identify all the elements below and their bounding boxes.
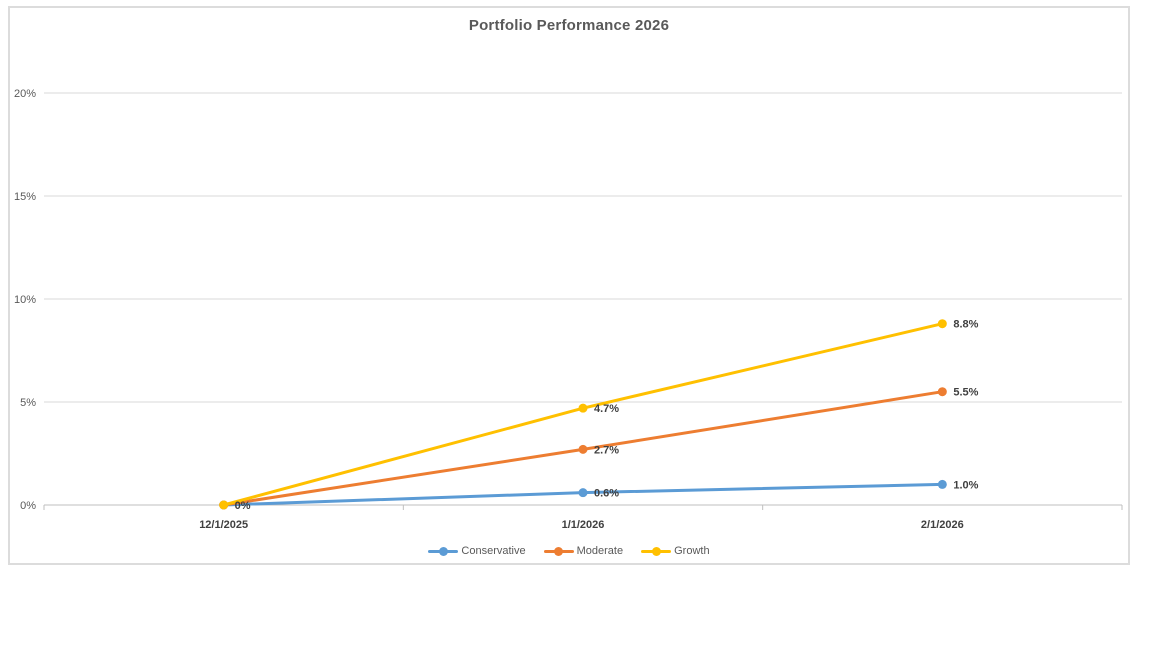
- data-point-marker: [578, 403, 588, 413]
- data-point-label: 5.5%: [953, 387, 978, 399]
- x-axis-category-label: 1/1/2026: [562, 519, 605, 531]
- legend-marker-moderate-icon: [543, 546, 574, 556]
- data-point-label: 4.7%: [594, 403, 619, 415]
- y-axis-tick-label: 15%: [14, 191, 36, 203]
- data-point-label: 0%: [235, 500, 251, 512]
- y-axis-tick-label: 10%: [14, 294, 36, 306]
- chart-container: Portfolio Performance 2026 0% 5% 10% 15% 20%…: [8, 6, 1130, 565]
- y-axis-tick-label: 0%: [20, 500, 36, 512]
- chart-title: Portfolio Performance 2026: [468, 17, 670, 34]
- data-point-marker: [937, 387, 947, 397]
- chart-legend: Conservative Moderate Growth: [10, 545, 1128, 557]
- data-point-marker: [219, 500, 229, 510]
- data-point-label: 1.0%: [953, 479, 978, 491]
- y-axis-tick-label: 20%: [14, 88, 36, 100]
- series-line: [222, 322, 944, 507]
- legend-label-growth: Growth: [674, 545, 710, 557]
- data-point-label: 2.7%: [594, 444, 619, 456]
- x-axis-category-label: 2/1/2026: [921, 519, 964, 531]
- legend-label-conservative: Conservative: [461, 545, 526, 557]
- y-axis-tick-label: 5%: [20, 397, 36, 409]
- x-axis-category-label: 12/1/2025: [199, 519, 248, 531]
- data-point-label: 0.6%: [594, 488, 619, 500]
- legend-item-moderate[interactable]: Moderate: [543, 545, 624, 557]
- data-point-marker: [937, 319, 947, 329]
- data-point-marker: [578, 488, 588, 498]
- data-point-marker: [937, 479, 947, 489]
- legend-marker-growth-icon: [641, 546, 672, 556]
- legend-marker-conservative-icon: [428, 546, 459, 556]
- line-chart-plot-area: 0% 5% 10% 15% 20% 12/1/2025 1/1/2026 2/1/2026 0.…: [14, 88, 1123, 531]
- series-growth: 0% 4.7% 8.8%: [219, 319, 979, 512]
- legend-item-conservative[interactable]: Conservative: [428, 545, 526, 557]
- legend-label-moderate: Moderate: [576, 545, 624, 557]
- data-point-marker: [578, 444, 588, 454]
- data-point-label: 8.8%: [953, 319, 978, 331]
- legend-item-growth[interactable]: Growth: [641, 545, 710, 557]
